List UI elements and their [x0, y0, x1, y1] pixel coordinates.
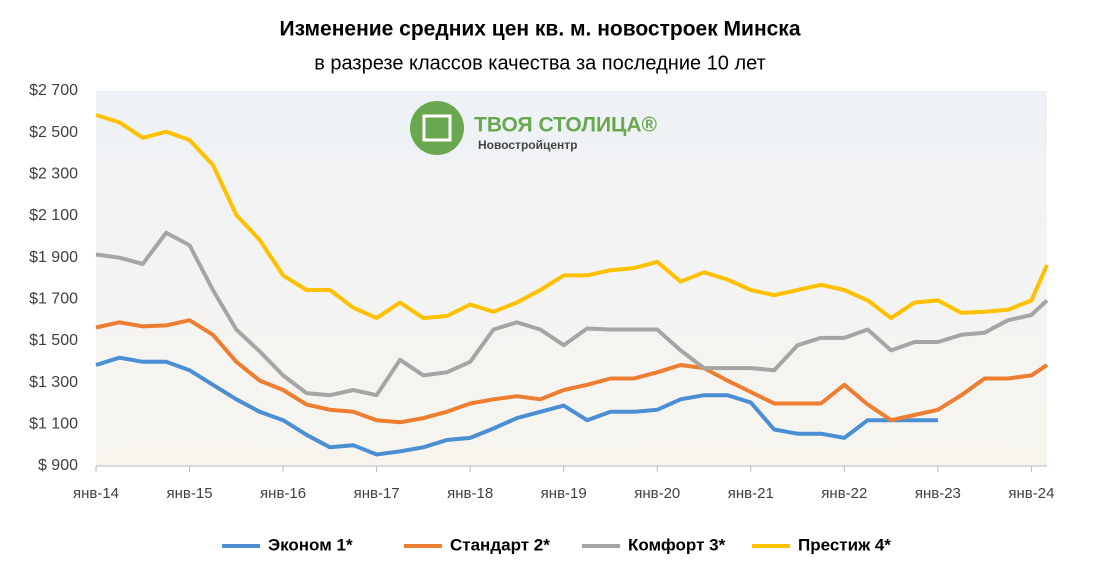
x-tick-label: янв-22: [821, 485, 867, 502]
y-tick-label: $ 900: [38, 457, 78, 474]
chart-title: Изменение средних цен кв. м. новостроек …: [279, 18, 800, 41]
x-tick-label: янв-16: [260, 485, 306, 502]
legend-label: Комфорт 3*: [628, 535, 726, 554]
y-tick-label: $1 700: [29, 291, 78, 308]
y-tick-label: $2 100: [29, 207, 78, 224]
y-tick-label: $2 500: [29, 124, 78, 141]
x-tick-label: янв-23: [915, 485, 961, 502]
legend-label: Стандарт 2*: [450, 535, 550, 554]
x-tick-label: янв-20: [634, 485, 680, 502]
x-tick-label: янв-18: [447, 485, 493, 502]
series-line: [95, 113, 1049, 321]
y-tick-label: $1 300: [29, 374, 78, 391]
logo-subtext: Новостройцентр: [478, 138, 577, 152]
logo-icon: [410, 101, 464, 155]
legend-label: Эконом 1*: [268, 535, 353, 554]
series-line: [95, 355, 938, 457]
logo-text: ТВОЯ СТОЛИЦА®: [474, 114, 658, 137]
series-line: [95, 230, 1049, 398]
series-line: [95, 318, 1049, 425]
y-tick-label: $2 700: [29, 82, 78, 99]
y-tick-label: $1 500: [29, 332, 78, 349]
plot-background: [96, 91, 1047, 466]
y-tick-label: $1 900: [29, 249, 78, 266]
x-tick-label: янв-21: [728, 485, 774, 502]
x-tick-label: янв-17: [354, 485, 400, 502]
logo: ТВОЯ СТОЛИЦА® Новостройцентр: [410, 101, 658, 155]
logo-glyph: [422, 114, 452, 142]
x-tick-label: янв-14: [73, 485, 119, 502]
x-tick-label: янв-15: [167, 485, 213, 502]
legend-label: Престиж 4*: [798, 535, 891, 554]
y-tick-label: $1 100: [29, 416, 78, 433]
y-tick-label: $2 300: [29, 166, 78, 183]
x-tick-label: янв-19: [541, 485, 587, 502]
chart-subtitle: в разрезе классов качества за последние …: [314, 52, 766, 74]
x-tick-label: янв-24: [1008, 485, 1054, 502]
